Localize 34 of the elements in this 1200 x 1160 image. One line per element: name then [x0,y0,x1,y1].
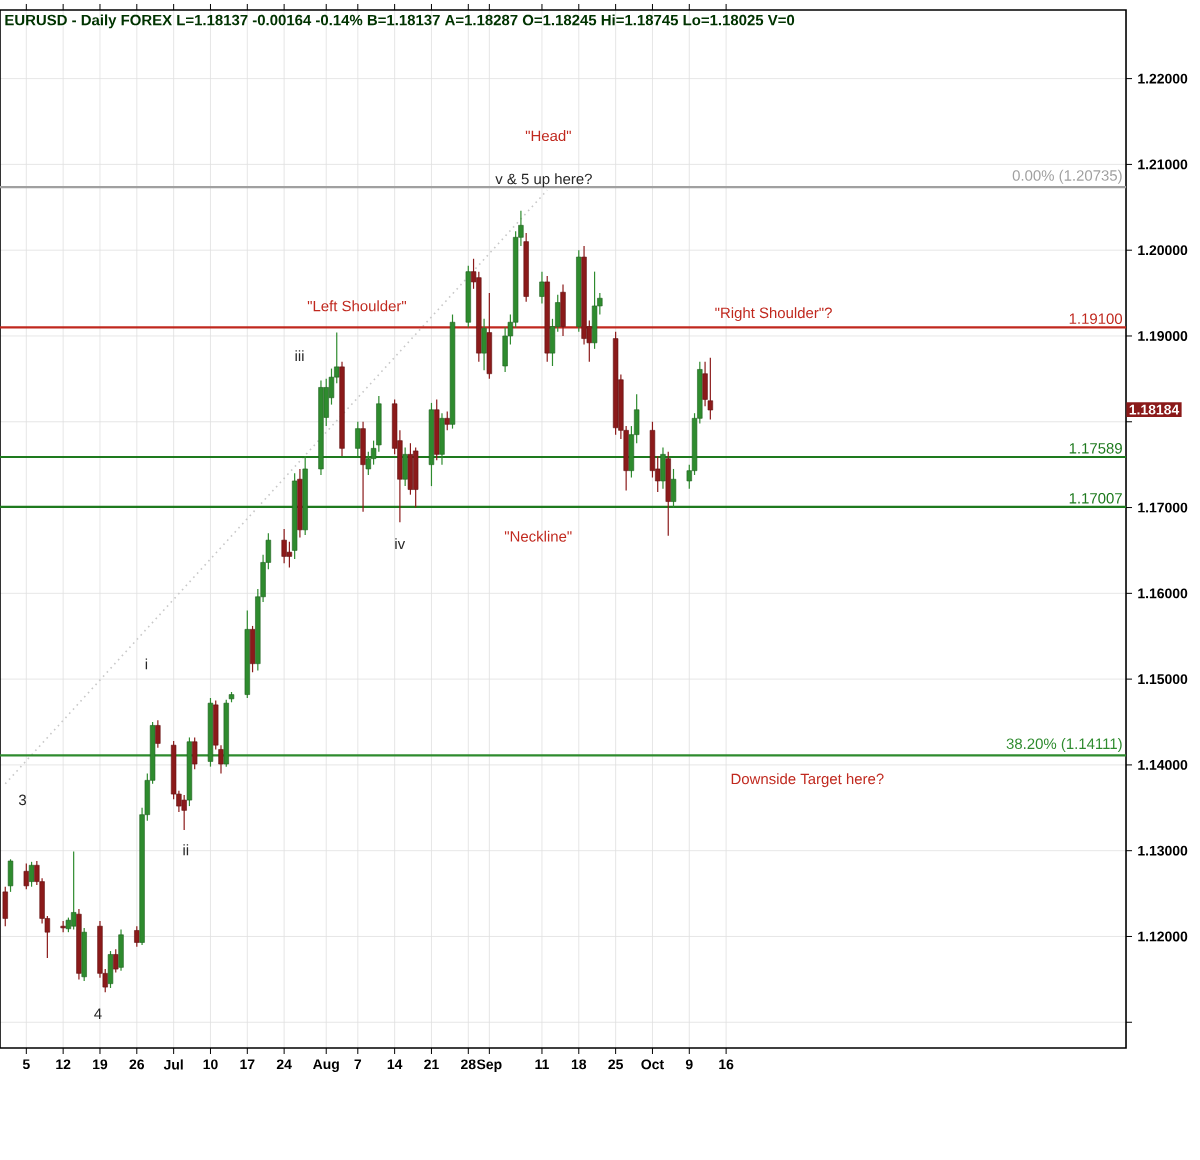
candlestick [23,862,29,890]
candlestick [192,736,198,770]
candlestick [107,950,114,989]
candlestick [81,927,87,982]
candlestick [665,451,671,537]
candlestick [118,929,124,972]
candlestick [444,410,450,431]
candlestick [413,446,419,509]
candlestick [7,858,14,893]
candlestick [402,446,408,487]
candlestick [281,528,287,564]
candlestick [434,398,440,461]
candlestick [439,412,445,466]
candlestick [670,468,677,509]
candlestick [249,625,256,673]
candlestick [707,357,713,421]
candlestick [539,271,545,304]
candlestick [71,850,77,931]
candlestick [60,920,66,933]
candlestick [28,861,35,888]
candlestick [355,421,361,457]
candlestick [155,719,161,749]
candlestick [486,292,493,380]
candlestick [181,794,187,831]
candlestick [113,948,119,974]
candlestick [360,421,366,513]
candlestick [481,318,487,371]
candlestick [591,271,598,350]
candlestick [286,541,293,569]
candlestick [560,283,566,337]
candlestick [407,442,414,496]
candlestick [660,446,666,490]
candlestick [2,886,8,927]
candlestick [134,925,140,948]
